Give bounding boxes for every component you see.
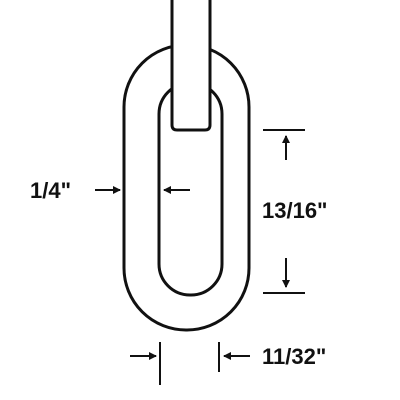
upper-link-segment <box>170 0 212 132</box>
inside-width-label: 11/32" <box>262 344 326 369</box>
wire-thickness-label: 1/4" <box>30 178 71 203</box>
inside-length-label: 13/16" <box>262 198 327 223</box>
